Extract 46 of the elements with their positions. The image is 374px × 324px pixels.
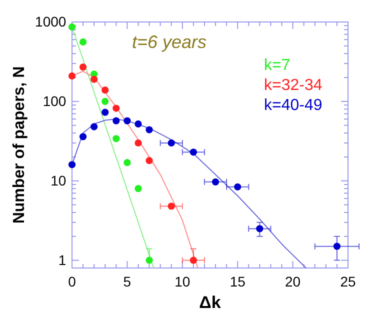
- point: [146, 126, 153, 134]
- point: [190, 148, 198, 156]
- point: [102, 108, 109, 116]
- point: [212, 178, 220, 186]
- point: [68, 23, 76, 31]
- text: k=32-34: [264, 77, 322, 94]
- point: [134, 120, 142, 128]
- point: [168, 202, 175, 210]
- text: k=7: [264, 57, 290, 74]
- x-tick-label: 15: [230, 273, 246, 290]
- point: [146, 256, 153, 264]
- point: [112, 117, 120, 124]
- y-axis-title: Number of papers, N: [11, 66, 28, 224]
- point: [134, 185, 142, 192]
- text: k=40-49: [264, 97, 322, 114]
- y-tick-label: 1: [58, 252, 66, 268]
- point: [68, 72, 76, 80]
- annotation: t=6 years: [132, 32, 207, 52]
- point: [79, 133, 87, 140]
- x-tick-label: 5: [123, 273, 132, 290]
- y-tick-label: 1000: [35, 13, 66, 30]
- point: [146, 157, 153, 164]
- x-tick-label: 25: [340, 273, 356, 290]
- x-tick-label: 0: [68, 273, 76, 290]
- point: [68, 161, 76, 168]
- point: [79, 63, 87, 71]
- point: [79, 38, 87, 46]
- point: [256, 225, 264, 232]
- point: [90, 76, 98, 83]
- point: [333, 242, 341, 250]
- point: [134, 139, 142, 147]
- point: [112, 104, 120, 112]
- point: [90, 123, 98, 130]
- point: [112, 135, 120, 142]
- point: [102, 98, 109, 105]
- point: [190, 256, 198, 264]
- point: [168, 139, 175, 147]
- point: [124, 159, 131, 166]
- point: [124, 117, 131, 124]
- point: [102, 86, 109, 94]
- x-tick-label: 20: [285, 273, 301, 290]
- point: [234, 183, 242, 190]
- x-axis-title: Δk: [199, 293, 222, 312]
- x-tick-label: 10: [174, 273, 190, 290]
- y-tick-label: 100: [42, 92, 66, 109]
- y-tick-label: 10: [50, 172, 66, 188]
